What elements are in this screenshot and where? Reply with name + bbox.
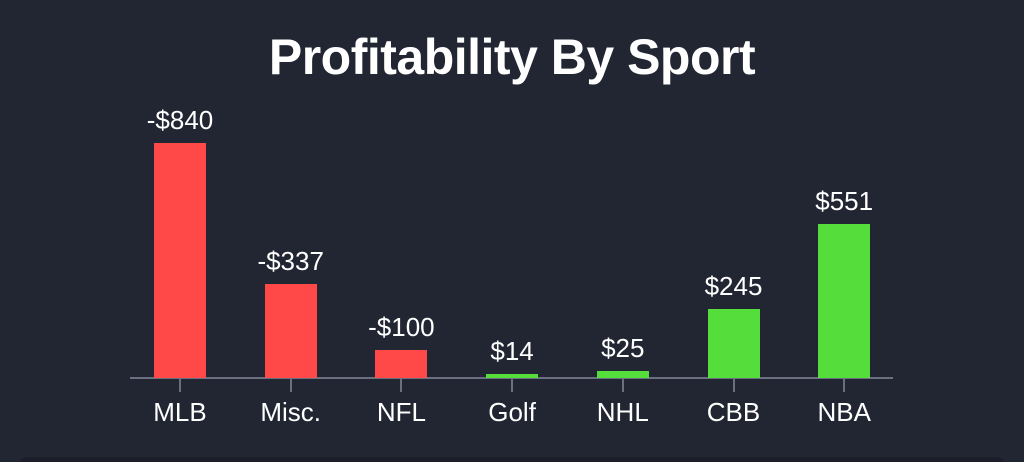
x-axis-tick	[289, 378, 292, 392]
category-label: CBB	[706, 397, 761, 427]
value-label: $14	[490, 336, 534, 366]
category-label: NHL	[596, 397, 649, 427]
bottom-panel-edge	[18, 457, 1006, 462]
category-label: Misc.	[260, 397, 322, 427]
value-label: $551	[815, 186, 874, 216]
x-axis-tick	[179, 378, 181, 392]
value-label: -$337	[257, 246, 324, 276]
x-axis-tick	[400, 378, 403, 392]
value-label: $25	[601, 333, 645, 363]
category-label: Golf	[488, 397, 536, 427]
category-label: NBA	[817, 397, 871, 427]
x-axis-tick	[843, 378, 846, 392]
value-label: -$840	[146, 105, 214, 135]
x-axis-tick	[732, 378, 735, 392]
bar-nfl	[375, 350, 428, 378]
value-label: -$100	[368, 312, 435, 342]
bar-nhl	[596, 371, 649, 378]
value-label: $245	[704, 271, 763, 301]
category-label: MLB	[153, 397, 207, 427]
x-axis-tick	[621, 378, 624, 392]
bar-misc	[264, 284, 317, 378]
category-label: NFL	[376, 397, 426, 427]
bar-mlb	[154, 143, 206, 378]
bar-nba	[818, 224, 871, 378]
chart-title: Profitability By Sport	[268, 29, 756, 85]
x-axis-tick	[511, 378, 514, 392]
bar-cbb	[707, 309, 760, 378]
bar-golf	[486, 374, 539, 378]
